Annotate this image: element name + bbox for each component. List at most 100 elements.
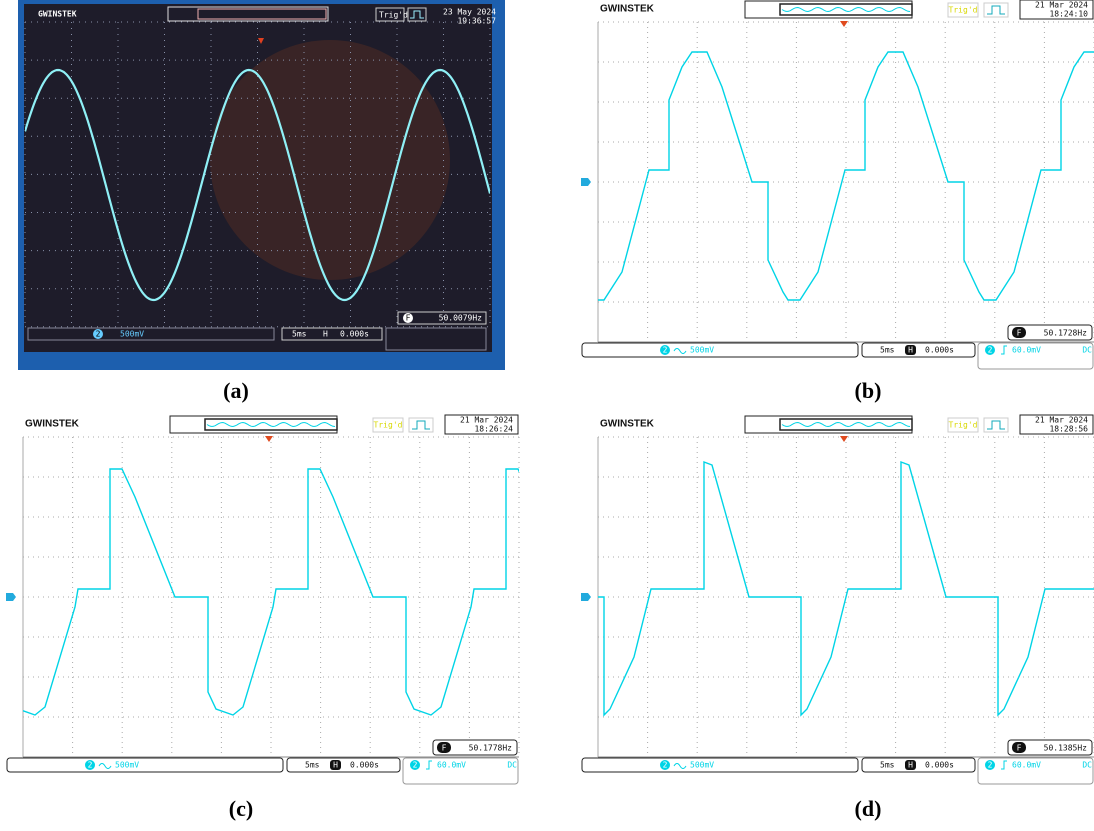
waveform (598, 51, 1094, 301)
coupling: DC (1082, 761, 1092, 770)
trigger-channel: 2 (988, 346, 993, 355)
waveform (25, 68, 490, 302)
mini-wave (206, 421, 336, 428)
mini-wave (781, 6, 911, 13)
brand: GWINSTEK (38, 10, 77, 19)
position-badge: H (908, 761, 913, 770)
trigger-box (372, 417, 404, 433)
timebase-window (779, 418, 913, 431)
frequency: 50.1778Hz (469, 744, 513, 753)
trigger-level: 60.0mV (437, 761, 466, 770)
trigger-bar (977, 757, 1094, 785)
glare (210, 40, 450, 280)
trigger-channel-bg (410, 760, 420, 770)
position-badge: H (323, 330, 328, 339)
channel-scale: 500mV (120, 330, 144, 339)
mode-icon (410, 10, 424, 19)
freq-box (397, 311, 487, 325)
timebase: 5ms (292, 330, 307, 339)
timebase-bar (286, 757, 401, 773)
trigger-marker (258, 38, 264, 44)
channel-badge-bg (660, 345, 670, 355)
time: 19:36:57 (457, 17, 496, 26)
waveform (598, 460, 1094, 717)
timebase-bar (861, 342, 976, 358)
trigger-status: Trig'd (949, 421, 978, 430)
mode-icon (987, 420, 1005, 430)
date: 21 Mar 2024 (1035, 1, 1088, 10)
freq-box (1007, 739, 1093, 756)
trigger-marker (840, 436, 848, 442)
mode-box (407, 7, 427, 22)
coupling-icon (673, 763, 687, 769)
channel-id: 2 (96, 330, 101, 339)
mode-box (983, 2, 1009, 18)
trigger-status: Trig'd (379, 11, 408, 20)
mini-wave (781, 421, 911, 428)
brand: GWINSTEK (600, 419, 655, 430)
freq-badge: F (1017, 329, 1022, 338)
position-badge-bg (905, 760, 916, 770)
freq-box (1007, 324, 1093, 341)
position: 0.000s (925, 761, 954, 770)
trigger-channel: 2 (988, 761, 993, 770)
coupling: DC (507, 761, 517, 770)
freq-box (432, 739, 518, 756)
mode-icon (987, 5, 1005, 15)
waveform (23, 468, 519, 716)
position-badge: H (908, 346, 913, 355)
position: 0.000s (350, 761, 379, 770)
channel-badge-bg (93, 329, 103, 339)
freq-badge: F (442, 744, 447, 753)
date-box (444, 414, 519, 435)
date: 21 Mar 2024 (460, 416, 513, 425)
channel-bar (6, 757, 284, 773)
coupling: DC (1082, 346, 1092, 355)
timebase: 5ms (880, 761, 895, 770)
time: 18:28:56 (1049, 425, 1088, 434)
channel-scale: 500mV (690, 761, 714, 770)
channel-id: 2 (88, 761, 93, 770)
frequency: 50.0079Hz (439, 314, 483, 323)
channel-scale: 500mV (115, 761, 139, 770)
frequency: 50.1385Hz (1044, 744, 1088, 753)
channel-badge-bg (660, 760, 670, 770)
date-box (1019, 414, 1094, 435)
position: 0.000s (925, 346, 954, 355)
coupling-icon (98, 763, 112, 769)
channel-marker (581, 593, 591, 601)
channel-scale: 500mV (690, 346, 714, 355)
trigger-marker (265, 436, 273, 442)
time: 18:26:24 (474, 425, 513, 434)
channel-id: 2 (663, 761, 668, 770)
status-bar (27, 327, 275, 341)
timebase-window (197, 8, 327, 20)
mode-box (408, 417, 434, 433)
coupling-icon (673, 348, 687, 354)
caption: (c) (229, 796, 253, 821)
channel-marker (6, 593, 16, 601)
position-badge-bg (330, 760, 341, 770)
brand: GWINSTEK (25, 419, 80, 430)
timebase: 5ms (305, 761, 320, 770)
trigger-box (947, 2, 979, 18)
timebase: 5ms (880, 346, 895, 355)
timebase-box (167, 6, 329, 22)
freq-badge-bg (437, 742, 451, 753)
timebase-window (779, 3, 913, 16)
channel-id: 2 (663, 346, 668, 355)
channel-badge-bg (85, 760, 95, 770)
timebase-bar (861, 757, 976, 773)
caption: (d) (855, 796, 882, 821)
position-badge-bg (905, 345, 916, 355)
trigger-box (375, 7, 405, 22)
trigger-bar (385, 327, 487, 351)
date: 23 May 2024 (443, 8, 496, 17)
channel-bar (581, 342, 859, 358)
freq-badge: F (1017, 744, 1022, 753)
trigger-marker (840, 21, 848, 27)
slope-icon (1001, 760, 1007, 770)
mode-box (983, 417, 1009, 433)
slope-icon (426, 760, 432, 770)
